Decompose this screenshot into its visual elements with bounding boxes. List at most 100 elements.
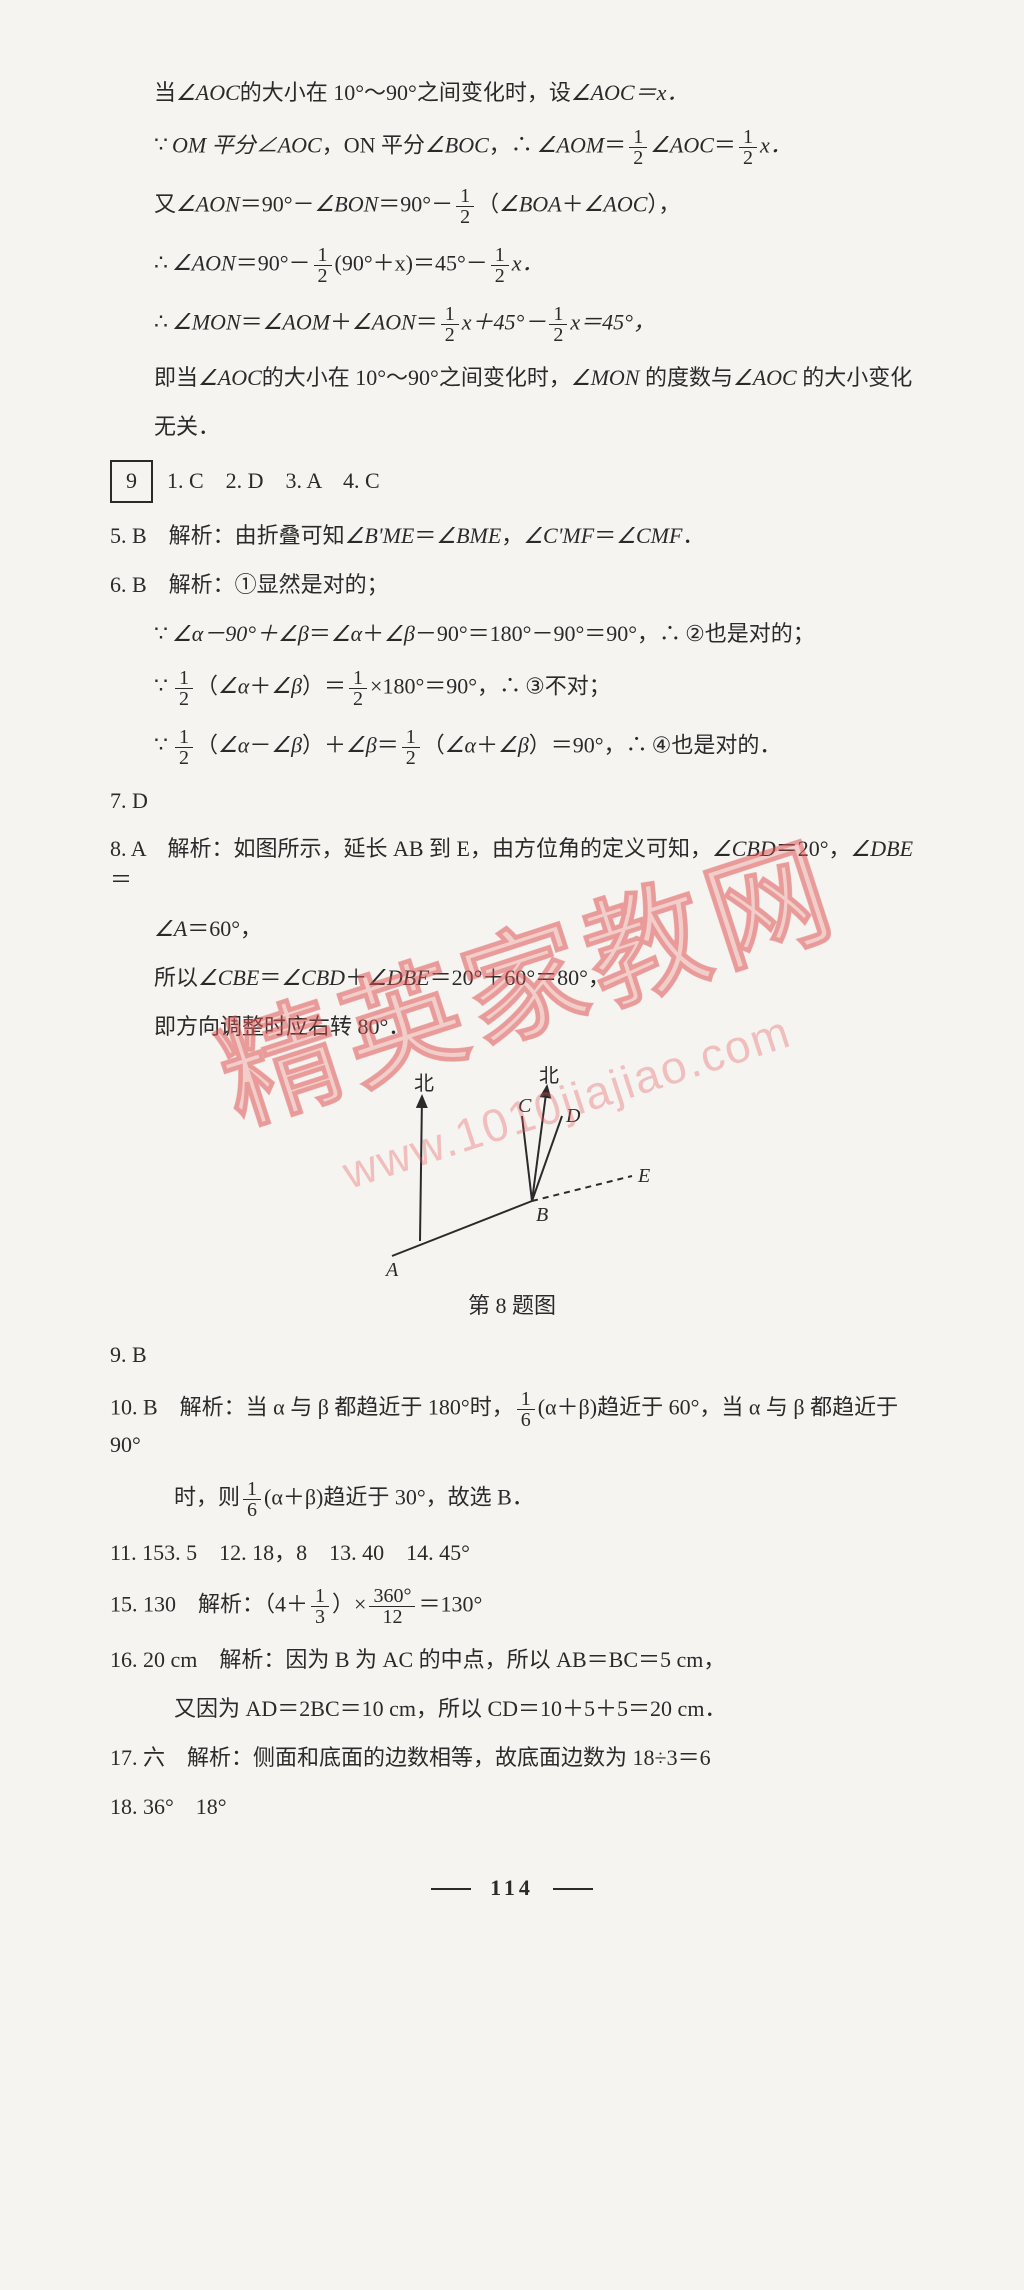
angle: CBD (712, 836, 776, 861)
numerator: 1 (175, 727, 193, 748)
q6-l4: 12（α－β）＋β＝12（α＋β）＝90°，④也是对的． (110, 727, 914, 768)
text: ＝ (377, 732, 399, 757)
fraction: 360°12 (369, 1586, 415, 1627)
text: ，ON 平分 (322, 132, 425, 157)
top-line-6b: 无关． (110, 412, 914, 443)
text: ＋ (362, 621, 384, 646)
angle: α (218, 673, 249, 698)
text: ， (501, 523, 523, 548)
angle: CBE (198, 965, 259, 990)
numerator: 1 (175, 668, 193, 689)
fraction: 12 (314, 245, 332, 286)
angle: DBE (851, 836, 914, 861)
angle: α (218, 732, 249, 757)
angle: β (384, 621, 415, 646)
fraction: 12 (349, 668, 367, 709)
angle: AOC (584, 191, 648, 216)
angle: BON (315, 191, 379, 216)
angle: AOM (537, 132, 604, 157)
q16-l2: 又因为 AD＝2BC＝10 cm，所以 CD＝10＋5＋5＝20 cm． (110, 1694, 914, 1725)
text: ）× (332, 1592, 366, 1617)
text: ）＝ (302, 673, 346, 698)
denominator: 6 (243, 1500, 261, 1520)
dash-right (553, 1888, 593, 1890)
q6-l3: 12（α＋β）＝12×180°＝90°，③不对； (110, 668, 914, 709)
text: ＝ (416, 309, 438, 334)
q11-14: 11. 153. 5 12. 18，8 13. 40 14. 45° (110, 1538, 914, 1569)
numerator: 1 (517, 1389, 535, 1410)
therefore-symbol (511, 132, 537, 157)
text: ， (489, 132, 511, 157)
text: ＝ (110, 867, 132, 892)
text: 10. B 解析：当 α 与 β 都趋近于 180°时， (110, 1394, 514, 1419)
numerator: 1 (314, 245, 332, 266)
top-line-3: 又AON＝90°－BON＝90°－12（BOA＋AOC）， (110, 186, 914, 227)
q10-l1: 10. B 解析：当 α 与 β 都趋近于 180°时，16(α＋β)趋近于 6… (110, 1389, 914, 1461)
text: ×180°＝90°， (370, 673, 499, 698)
angle: α (172, 621, 203, 646)
angle: BOC (425, 132, 489, 157)
text: ②也是对的； (685, 621, 815, 646)
fraction: 16 (243, 1479, 261, 1520)
therefore-symbol (154, 250, 172, 275)
top-line-4: AON＝90°－12(90°＋x)＝45°－12x． (110, 245, 914, 286)
text: －90°＝180°－90°＝90°， (415, 621, 659, 646)
text: ＝ (604, 132, 626, 157)
denominator: 2 (739, 148, 757, 168)
text: ＝ (259, 965, 281, 990)
q8-l3: 所以CBE＝CBD＋DBE＝20°＋60°＝80°， (110, 963, 914, 994)
figure-8: 北北ABCDE (110, 1066, 914, 1285)
therefore-symbol (154, 309, 172, 334)
q18: 18. 36° 18° (110, 1792, 914, 1823)
figure-8-svg: 北北ABCDE (362, 1066, 662, 1276)
text: ＝20°， (776, 836, 851, 861)
q16-l1: 16. 20 cm 解析：因为 B 为 AC 的中点，所以 AB＝BC＝5 cm… (110, 1645, 914, 1676)
svg-text:北: 北 (414, 1072, 434, 1095)
text: ＝130° (418, 1592, 482, 1617)
angle: AON (176, 191, 240, 216)
text: ＝90°－ (236, 250, 311, 275)
angle: BOA (499, 191, 562, 216)
text: 5. B 解析：由折叠可知 (110, 523, 345, 548)
angle: AON (172, 250, 236, 275)
text: （ (196, 732, 218, 757)
text: 15. 130 解析：（4＋ (110, 1592, 308, 1617)
text: 所以 (154, 965, 198, 990)
text: ＋ (249, 673, 271, 698)
text: （ (423, 732, 445, 757)
text: ＋ (345, 965, 367, 990)
text: 又 (154, 191, 176, 216)
q17: 17. 六 解析：侧面和底面的边数相等，故底面边数为 18÷3＝6 (110, 1743, 914, 1774)
angle: AOC (733, 365, 797, 390)
fraction: 12 (175, 727, 193, 768)
angle: α (331, 621, 362, 646)
svg-text:C: C (518, 1095, 532, 1117)
fraction: 12 (739, 127, 757, 168)
numerator: 1 (349, 668, 367, 689)
section-9: 91. C 2. D 3. A 4. C (110, 460, 914, 503)
section-box-9: 9 (110, 460, 153, 503)
denominator: 2 (349, 689, 367, 709)
text: ＝ (414, 523, 436, 548)
text: 的大小在 10°～90°之间变化时， (262, 365, 571, 390)
q8-l4: 即方向调整时应右转 80°． (110, 1012, 914, 1043)
angle: B'ME (345, 523, 415, 548)
text: ④也是对的． (652, 732, 782, 757)
q5: 5. B 解析：由折叠可知B'ME＝BME，C'MF＝CMF． (110, 521, 914, 552)
angle: MON (172, 309, 241, 334)
top-line-2: OM 平分AOC，ON 平分BOC，AOM＝12AOC＝12x． (110, 127, 914, 168)
because-symbol (154, 673, 172, 698)
angle: DBE (367, 965, 430, 990)
text: 的大小在 10°～90°之间变化时，设 (240, 80, 571, 105)
q7: 7. D (110, 786, 914, 817)
text: x＝45°， (570, 309, 655, 334)
denominator: 2 (456, 207, 474, 227)
text: OM 平分 (172, 132, 256, 157)
numerator: 1 (311, 1586, 329, 1607)
denominator: 2 (629, 148, 647, 168)
denominator: 2 (314, 266, 332, 286)
text: x． (760, 132, 792, 157)
angle: β (346, 732, 377, 757)
angle: β (271, 732, 302, 757)
angle: AON (352, 309, 416, 334)
